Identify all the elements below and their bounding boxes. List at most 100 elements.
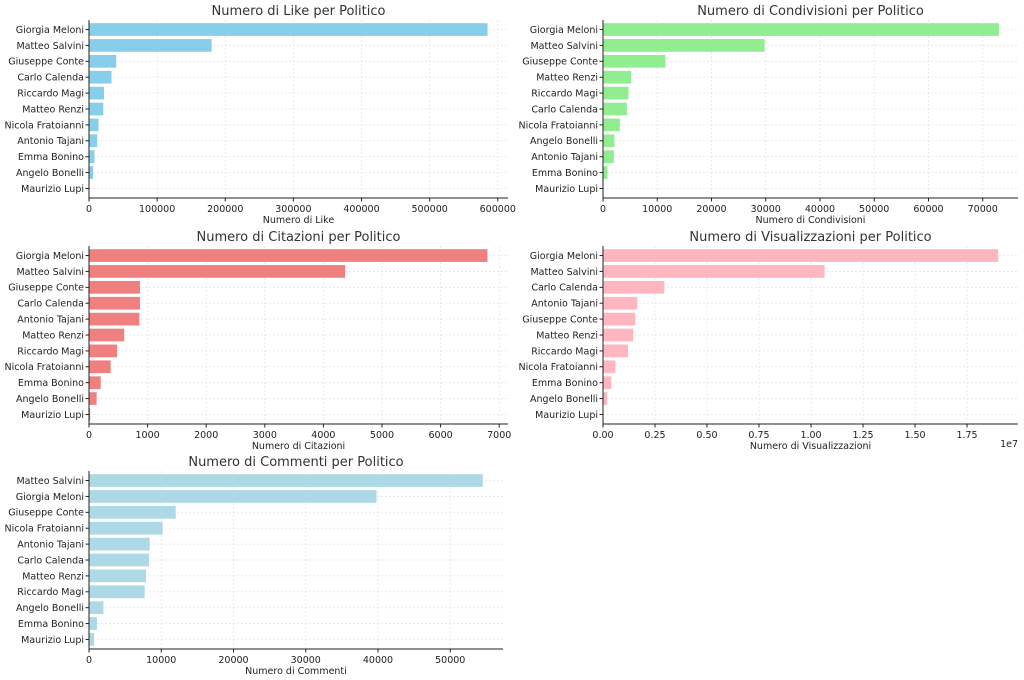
chart-5-xtick-label-5: 50000: [435, 655, 465, 666]
chart-2-bar-8: [603, 134, 615, 148]
chart-3-bar-11: [89, 408, 91, 421]
chart-5-ytick-label-2: Giorgia Meloni: [16, 492, 84, 503]
chart-5-xtick-label-3: 30000: [291, 655, 321, 666]
chart-1-ytick-label-11: Maurizio Lupi: [21, 184, 84, 195]
chart-3-ytick-label-10: Angelo Bonelli: [16, 394, 84, 405]
chart-1-xlabel: Numero di Like: [263, 215, 335, 226]
chart-4-bar-3: [603, 280, 665, 294]
chart-4-xtick-label-6: 1.50: [904, 430, 925, 441]
chart-2-ytick-label-8: Angelo Bonelli: [530, 136, 598, 147]
chart-2-ytick-label-3: Giuseppe Conte: [522, 57, 598, 68]
chart-2-bar-10: [603, 166, 608, 179]
chart-1-ytick-label-8: Antonio Tajani: [17, 136, 84, 147]
chart-4-ytick-label-9: Emma Bonino: [532, 378, 598, 389]
chart-3-bar-9: [89, 376, 101, 390]
chart-1-xtick-label-1: 100000: [139, 204, 175, 215]
chart-4-ytick-label-10: Angelo Bonelli: [530, 394, 598, 405]
chart-3-bar-5: [89, 312, 140, 326]
chart-2-xtick-label-5: 50000: [859, 204, 889, 215]
chart-2-xtick-label-0: 0: [600, 204, 606, 215]
chart-4: Giorgia Meloni Matteo Salvini Carlo Calend…: [519, 230, 1018, 452]
chart-4-bar-4: [603, 296, 638, 310]
chart-5-xlabel: Numero di Commenti: [245, 666, 347, 677]
chart-5-bar-7: [89, 569, 147, 583]
chart-1-ytick-label-3: Giuseppe Conte: [8, 57, 84, 68]
chart-1-bar-10: [89, 166, 94, 179]
chart-1-ytick-label-7: Nicola Fratoianni: [5, 120, 84, 131]
chart-5-xtick-label-0: 0: [86, 655, 92, 666]
chart-2-xtick-label-2: 20000: [696, 204, 726, 215]
chart-2-bar-9: [603, 150, 614, 164]
chart-3-xtick-label-3: 3000: [253, 430, 277, 441]
chart-3-bar-4: [89, 296, 140, 310]
chart-1-ytick-label-1: Giorgia Meloni: [16, 25, 84, 36]
chart-3-xtick-label-0: 0: [86, 430, 92, 441]
chart-4-ytick-label-1: Giorgia Meloni: [530, 251, 598, 262]
chart-4-ytick-label-8: Nicola Fratoianni: [519, 362, 598, 373]
chart-3-ytick-label-4: Carlo Calenda: [17, 299, 84, 310]
chart-2-bar-3: [603, 54, 666, 68]
chart-1: Giorgia Meloni Matteo Salvini Giuseppe Con…: [5, 4, 516, 226]
chart-4-bar-1: [603, 249, 999, 262]
chart-4-ytick-label-7: Riccardo Magi: [531, 346, 598, 357]
chart-1-xtick-label-5: 500000: [412, 204, 448, 215]
chart-1-bar-6: [89, 102, 104, 116]
chart-5-ytick-label-7: Matteo Renzi: [22, 571, 84, 582]
chart-3-title: Numero di Citazioni per Politico: [197, 230, 401, 245]
chart-3-bar-10: [89, 392, 97, 405]
chart-5-bar-1: [89, 474, 483, 487]
chart-2-xtick-label-3: 30000: [751, 204, 781, 215]
chart-2-ytick-label-11: Maurizio Lupi: [535, 184, 598, 195]
chart-3-xtick-label-2: 2000: [194, 430, 218, 441]
chart-4-xtick-label-0: 0.00: [592, 430, 613, 441]
chart-4-offset-label: 1e7: [1000, 439, 1018, 450]
chart-4-bar-6: [603, 328, 634, 342]
chart-5-ytick-label-1: Matteo Salvini: [16, 476, 84, 487]
chart-2-bar-7: [603, 118, 620, 132]
chart-1-xtick-label-6: 600000: [480, 204, 516, 215]
chart-5-xtick-label-1: 10000: [146, 655, 176, 666]
chart-1-title: Numero di Like per Politico: [212, 4, 386, 19]
chart-5: Matteo Salvini Giorgia Meloni Giuseppe Con…: [5, 455, 503, 677]
chart-2-xlabel: Numero di Condivisioni: [756, 215, 866, 226]
chart-4-xtick-label-7: 1.75: [956, 430, 977, 441]
chart-2-ytick-label-5: Riccardo Magi: [531, 89, 598, 100]
chart-5-bar-4: [89, 521, 163, 535]
chart-3-ytick-label-1: Giorgia Meloni: [16, 251, 84, 262]
chart-5-bar-3: [89, 505, 176, 519]
chart-4-ytick-label-5: Giuseppe Conte: [522, 315, 598, 326]
chart-1-bar-3: [89, 54, 117, 68]
chart-1-bar-8: [89, 134, 98, 148]
chart-1-xtick-label-4: 400000: [343, 204, 379, 215]
chart-5-ytick-label-3: Giuseppe Conte: [8, 508, 84, 519]
chart-2-bar-1: [603, 23, 1000, 36]
chart-5-xtick-label-2: 20000: [218, 655, 248, 666]
chart-2-xtick-label-6: 60000: [913, 204, 943, 215]
chart-2-xtick-label-7: 70000: [968, 204, 998, 215]
chart-3-bar-6: [89, 328, 125, 342]
chart-3-ytick-label-2: Matteo Salvini: [16, 267, 84, 278]
chart-4-xlabel: Numero di Visualizzazioni: [750, 441, 871, 452]
chart-2-ytick-label-6: Carlo Calenda: [531, 104, 598, 115]
chart-4-xtick-label-4: 1.00: [800, 430, 821, 441]
chart-3-xtick-label-5: 5000: [370, 430, 394, 441]
chart-4-ytick-label-3: Carlo Calenda: [531, 283, 598, 294]
chart-5-bar-5: [89, 537, 150, 551]
chart-2-title: Numero di Condivisioni per Politico: [697, 4, 924, 19]
chart-5-bar-11: [89, 633, 95, 646]
chart-2-ytick-label-10: Emma Bonino: [532, 168, 598, 179]
chart-2-bar-2: [603, 39, 765, 52]
chart-5-ytick-label-8: Riccardo Magi: [17, 587, 84, 598]
chart-5-bar-10: [89, 617, 97, 630]
chart-5-ytick-label-9: Angelo Bonelli: [16, 603, 84, 614]
chart-5-xtick-label-4: 40000: [363, 655, 393, 666]
chart-5-ytick-label-6: Carlo Calenda: [17, 555, 84, 566]
chart-4-xtick-label-3: 0.75: [748, 430, 769, 441]
chart-1-ytick-label-4: Carlo Calenda: [17, 73, 84, 84]
chart-2-ytick-label-2: Matteo Salvini: [530, 41, 598, 52]
chart-1-ytick-label-2: Matteo Salvini: [16, 41, 84, 52]
chart-1-bar-9: [89, 150, 95, 164]
chart-3-xtick-label-1: 1000: [136, 430, 160, 441]
chart-4-xtick-label-2: 0.50: [696, 430, 717, 441]
